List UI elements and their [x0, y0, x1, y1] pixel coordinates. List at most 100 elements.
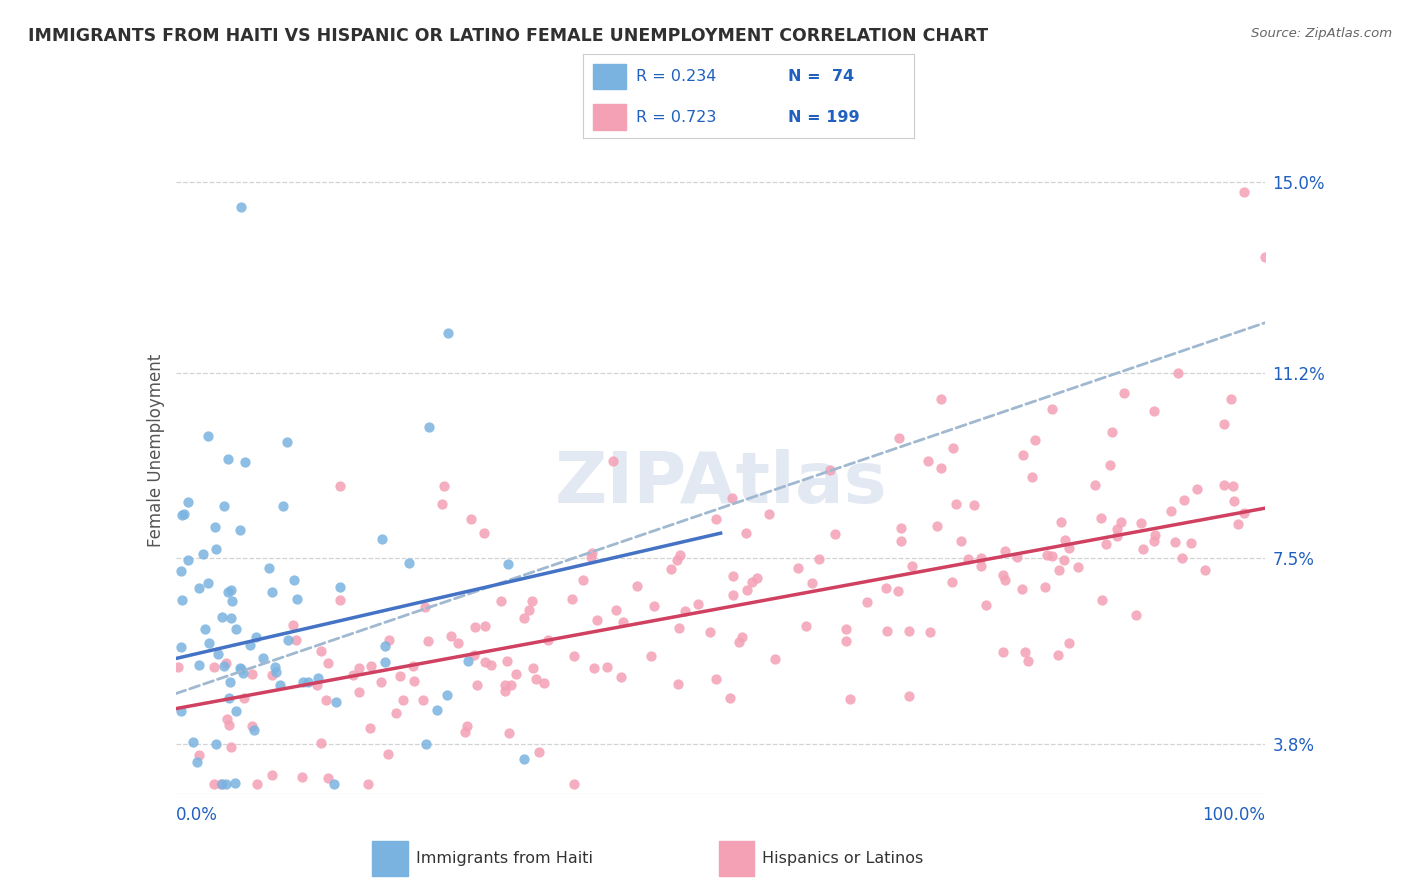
- Point: [377, 747, 399, 761]
- Point: [297, 675, 319, 690]
- Point: [263, 660, 285, 674]
- Point: [217, 585, 239, 599]
- Point: [1053, 553, 1076, 567]
- Point: [1021, 470, 1043, 484]
- Point: [610, 670, 633, 684]
- Point: [257, 561, 280, 575]
- Point: [1042, 401, 1064, 416]
- Point: [494, 684, 516, 698]
- Point: [1040, 549, 1063, 563]
- Point: [218, 691, 240, 706]
- Point: [1011, 582, 1033, 597]
- Point: [460, 512, 482, 526]
- Point: [426, 703, 449, 717]
- Point: [561, 592, 583, 607]
- Point: [194, 622, 217, 636]
- Point: [918, 624, 941, 639]
- Point: [1012, 448, 1035, 462]
- Point: [219, 675, 242, 690]
- Point: [640, 648, 662, 663]
- Point: [808, 551, 831, 566]
- Text: 0.0%: 0.0%: [176, 806, 218, 824]
- Point: [800, 575, 823, 590]
- Point: [329, 593, 352, 607]
- Point: [246, 777, 269, 791]
- Point: [283, 573, 305, 587]
- Point: [285, 632, 308, 647]
- Point: [522, 594, 544, 608]
- Point: [264, 665, 287, 679]
- Point: [225, 704, 247, 718]
- Point: [917, 454, 939, 468]
- Point: [929, 461, 952, 475]
- Point: [170, 564, 193, 578]
- Point: [1005, 550, 1028, 565]
- Point: [187, 581, 209, 595]
- Bar: [373, 841, 408, 876]
- Point: [465, 678, 488, 692]
- Point: [371, 532, 394, 546]
- Point: [1167, 366, 1189, 380]
- Point: [950, 533, 973, 548]
- Point: [970, 558, 993, 573]
- Point: [360, 659, 382, 673]
- Point: [1047, 563, 1070, 577]
- Point: [188, 657, 211, 672]
- Point: [643, 599, 665, 613]
- Point: [433, 478, 456, 492]
- Point: [1142, 404, 1164, 418]
- Point: [211, 777, 233, 791]
- Point: [824, 526, 846, 541]
- Point: [260, 668, 283, 682]
- Point: [464, 620, 486, 634]
- Point: [316, 772, 339, 786]
- Point: [758, 507, 780, 521]
- Point: [900, 559, 922, 574]
- Point: [472, 526, 495, 541]
- Point: [501, 678, 523, 692]
- Point: [374, 655, 396, 669]
- Point: [204, 660, 226, 674]
- Text: Source: ZipAtlas.com: Source: ZipAtlas.com: [1251, 27, 1392, 40]
- Point: [260, 768, 283, 782]
- Point: [309, 736, 332, 750]
- Point: [686, 597, 709, 611]
- Point: [1107, 522, 1129, 536]
- Point: [1105, 529, 1128, 543]
- Point: [430, 497, 453, 511]
- Point: [1160, 504, 1182, 518]
- Point: [342, 668, 364, 682]
- Text: R = 0.723: R = 0.723: [637, 110, 717, 125]
- Point: [834, 622, 856, 636]
- Point: [533, 676, 555, 690]
- Point: [1109, 515, 1132, 529]
- Point: [474, 619, 496, 633]
- Point: [581, 546, 603, 560]
- Point: [1033, 580, 1056, 594]
- Point: [262, 585, 284, 599]
- Bar: [593, 104, 627, 130]
- Point: [956, 552, 979, 566]
- Point: [727, 635, 749, 649]
- Point: [1171, 550, 1194, 565]
- Point: [224, 775, 246, 789]
- Point: [437, 326, 460, 340]
- Point: [1222, 479, 1244, 493]
- Point: [1233, 186, 1256, 200]
- Point: [398, 556, 420, 570]
- Point: [498, 557, 520, 571]
- Point: [229, 661, 252, 675]
- Point: [233, 454, 256, 468]
- Point: [281, 617, 304, 632]
- Point: [215, 657, 238, 671]
- Point: [796, 619, 818, 633]
- Bar: [593, 63, 627, 89]
- Point: [583, 660, 606, 674]
- Point: [447, 636, 470, 650]
- Point: [562, 777, 585, 791]
- Point: [1185, 482, 1208, 496]
- Point: [173, 507, 195, 521]
- Point: [391, 693, 413, 707]
- Point: [347, 685, 370, 699]
- Point: [1132, 541, 1154, 556]
